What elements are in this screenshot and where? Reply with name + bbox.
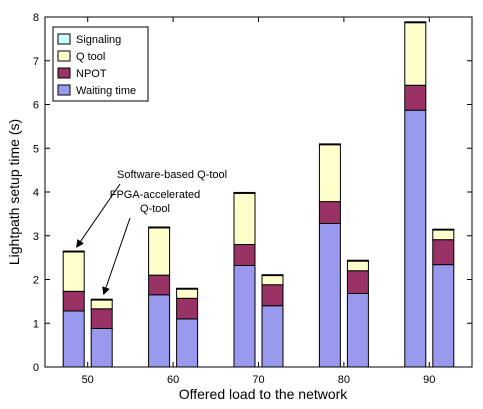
legend-swatch-signaling <box>57 33 71 45</box>
bar-segment-q-tool-60-software <box>148 227 171 276</box>
bar-segment-q-tool-70-software <box>233 192 256 245</box>
bar-segment-npot-80-fpga <box>346 270 369 294</box>
legend-swatch-waiting-time <box>57 84 71 96</box>
legend-label-waiting-time: Waiting time <box>76 85 136 97</box>
y-tick-label: 5 <box>33 143 39 155</box>
y-tick-label: 1 <box>33 318 39 330</box>
bar-segment-npot-80-software <box>318 201 341 224</box>
bar-segment-signaling-80-software <box>318 143 341 146</box>
y-tick-label: 7 <box>33 56 39 68</box>
legend: Signaling Q tool NPOT Waiting time <box>52 26 149 102</box>
bar-segment-npot-90-software <box>404 84 427 111</box>
legend-swatch-q-tool <box>57 50 71 62</box>
bar-segment-waiting-time-60-fpga <box>176 318 199 368</box>
legend-label-signaling: Signaling <box>76 34 121 46</box>
bar-segment-waiting-time-50-fpga <box>90 328 113 368</box>
bar-segment-signaling-90-software <box>404 21 427 24</box>
bar-segment-npot-50-fpga <box>90 308 113 329</box>
bar-segment-signaling-50-fpga <box>90 298 113 301</box>
annotation-software-qtool: Software-based Q-tool <box>117 169 227 181</box>
bar-segment-signaling-70-software <box>233 191 256 194</box>
bar-segment-waiting-time-50-software <box>62 310 85 368</box>
y-tick-label: 2 <box>33 275 39 287</box>
bar-segment-npot-60-fpga <box>176 297 199 320</box>
annotation-fpga-line: Q-tool <box>140 203 170 215</box>
x-tick-label: 80 <box>338 374 350 386</box>
annotations: Software-based Q-tool FPGA-accelerated Q-t… <box>76 169 227 296</box>
x-tick-label: 60 <box>167 374 179 386</box>
bar-segment-q-tool-90-software <box>404 22 427 86</box>
bar-segment-signaling-60-fpga <box>176 287 199 290</box>
bar-segment-q-tool-50-software <box>62 251 85 292</box>
bar-segment-npot-60-software <box>148 274 171 296</box>
legend-swatch-npot <box>57 67 71 79</box>
bar-segment-signaling-70-fpga <box>261 274 284 277</box>
bar-segment-waiting-time-60-software <box>148 294 171 368</box>
annotation-fpga-qtool: FPGA-accelerated Q-tool <box>110 189 200 215</box>
legend-label-npot: NPOT <box>76 68 107 80</box>
bar-segment-signaling-90-fpga <box>432 228 455 231</box>
y-tick-label: 3 <box>33 231 39 243</box>
axes-layer: 0 1 2 3 4 5 6 7 8 50 60 70 80 90 <box>33 12 473 386</box>
y-axis-label: Lightpath setup time (s) <box>6 119 22 265</box>
bar-segment-npot-70-software <box>233 244 256 266</box>
x-tick-label: 70 <box>252 374 264 386</box>
y-tick-label: 4 <box>33 187 39 199</box>
y-tick-label: 8 <box>33 12 39 24</box>
bar-segment-q-tool-70-fpga <box>261 275 284 286</box>
x-tick-label: 50 <box>82 374 94 386</box>
bar-segment-q-tool-60-fpga <box>176 288 199 299</box>
annotation-fpga-line: FPGA-accelerated <box>110 189 200 201</box>
bar-segment-waiting-time-80-fpga <box>346 293 369 368</box>
bar-segment-waiting-time-70-software <box>233 265 256 368</box>
x-tick-label: 90 <box>423 374 435 386</box>
legend-label-q-tool: Q tool <box>76 51 105 63</box>
bar-segment-q-tool-50-fpga <box>90 299 113 310</box>
bar-segment-waiting-time-90-software <box>404 109 427 368</box>
annotation-arrow-fpga <box>102 217 131 296</box>
bar-segment-signaling-80-fpga <box>346 259 369 262</box>
bar-segment-q-tool-80-fpga <box>346 260 369 272</box>
bar-segment-npot-50-software <box>62 290 85 312</box>
bar-segment-q-tool-80-software <box>318 144 341 203</box>
annotation-arrow-software <box>76 183 121 248</box>
bar-segment-q-tool-90-fpga <box>432 229 455 241</box>
x-axis-label: Offered load to the network <box>179 386 349 402</box>
bar-segment-waiting-time-70-fpga <box>261 305 284 368</box>
bar-segment-signaling-60-software <box>148 226 171 229</box>
y-tick-label: 6 <box>33 100 39 112</box>
bar-segment-npot-90-fpga <box>432 239 455 266</box>
y-tick-label: 0 <box>33 362 39 374</box>
bar-segment-waiting-time-80-software <box>318 223 341 368</box>
bar-segment-signaling-50-software <box>62 250 85 253</box>
bar-segment-npot-70-fpga <box>261 284 284 307</box>
bar-segment-waiting-time-90-fpga <box>432 264 455 368</box>
